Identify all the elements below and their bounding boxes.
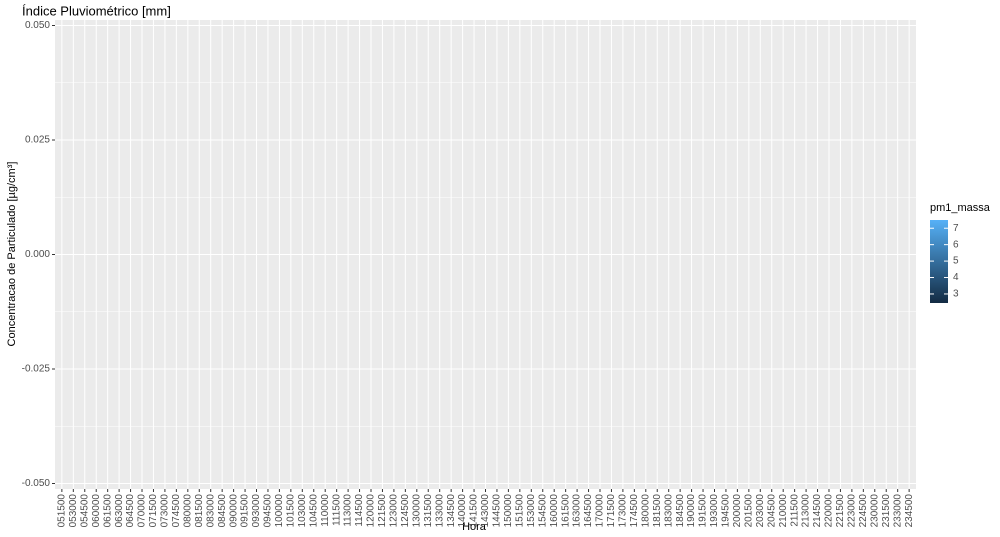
x-tick-label: 101500: [285, 494, 296, 528]
x-tick-label: 094500: [263, 494, 274, 528]
x-tick-label: 074500: [171, 494, 182, 528]
x-tick-label: 140000: [457, 494, 468, 528]
x-tick-label: 214500: [812, 494, 823, 528]
x-tick-label: 061500: [102, 494, 113, 528]
x-tick-label: 224500: [858, 494, 869, 528]
x-tick-label: 194500: [721, 494, 732, 528]
x-tick-label: 181500: [652, 494, 663, 528]
x-tick-label: 160000: [549, 494, 560, 528]
x-tick-label: 093000: [251, 494, 262, 528]
x-tick-label: 163000: [572, 494, 583, 528]
x-tick-label: 174500: [629, 494, 640, 528]
x-tick-label: 154500: [537, 494, 548, 528]
x-tick-label: 221500: [835, 494, 846, 528]
x-tick-label: 144500: [492, 494, 503, 528]
x-tick-label: 090000: [228, 494, 239, 528]
x-tick-label: 161500: [560, 494, 571, 528]
y-tick-label: 0.000: [25, 249, 50, 260]
x-tick-label: 081500: [194, 494, 205, 528]
x-axis-title: Hora: [462, 521, 487, 533]
legend-tick-label: 5: [953, 256, 959, 267]
x-tick-label: 220000: [824, 494, 835, 528]
x-tick-label: 234500: [904, 494, 915, 528]
x-tick-label: 131500: [423, 494, 434, 528]
x-tick-label: 120000: [366, 494, 377, 528]
x-tick-label: 230000: [869, 494, 880, 528]
chart-title: Índice Pluviométrico [mm]: [22, 3, 171, 18]
x-tick-label: 150000: [503, 494, 514, 528]
x-tick-label: 054500: [79, 494, 90, 528]
y-tick-label: 0.050: [25, 20, 50, 31]
y-tick-label: 0.025: [25, 135, 50, 146]
x-tick-label: 153000: [526, 494, 537, 528]
x-tick-label: 223000: [847, 494, 858, 528]
x-tick-label: 180000: [640, 494, 651, 528]
x-tick-label: 103000: [297, 494, 308, 528]
x-tick-label: 143000: [480, 494, 491, 528]
x-tick-label: 073000: [160, 494, 171, 528]
y-tick-label: -0.050: [22, 478, 51, 489]
x-tick-label: 071500: [148, 494, 159, 528]
x-tick-label: 203000: [755, 494, 766, 528]
x-tick-label: 124500: [400, 494, 411, 528]
x-tick-label: 210000: [778, 494, 789, 528]
x-tick-label: 111500: [331, 494, 342, 526]
x-tick-label: 191500: [698, 494, 709, 528]
x-tick-label: 080000: [182, 494, 193, 528]
x-tick-label: 200000: [732, 494, 743, 528]
x-tick-label: 110000: [320, 494, 331, 527]
x-tick-label: 173000: [618, 494, 629, 528]
x-tick-label: 201500: [743, 494, 754, 528]
x-tick-label: 104500: [308, 494, 319, 528]
y-tick-label: -0.025: [22, 364, 51, 375]
x-tick-label: 171500: [606, 494, 617, 528]
x-tick-label: 231500: [881, 494, 892, 528]
x-tick-label: 190000: [686, 494, 697, 528]
x-tick-label: 193000: [709, 494, 720, 528]
x-tick-label: 091500: [240, 494, 251, 528]
x-tick-label: 141500: [469, 494, 480, 528]
legend-tick-label: 6: [953, 239, 959, 250]
x-tick-label: 164500: [583, 494, 594, 528]
x-tick-label: 100000: [274, 494, 285, 528]
legend-title: pm1_massa: [930, 202, 991, 214]
colorbar: [930, 220, 948, 303]
x-tick-label: 064500: [125, 494, 136, 528]
y-axis-title: Concentracao de Particulado [µg/cm³]: [6, 162, 18, 347]
x-tick-label: 114500: [354, 494, 365, 527]
x-tick-label: 233000: [892, 494, 903, 528]
x-tick-label: 133000: [434, 494, 445, 528]
x-tick-label: 184500: [675, 494, 686, 528]
legend-tick-label: 3: [953, 289, 959, 300]
legend-tick-label: 4: [953, 272, 959, 283]
x-tick-label: 083000: [205, 494, 216, 528]
x-tick-label: 070000: [137, 494, 148, 528]
x-tick-label: 113000: [343, 494, 354, 527]
x-tick-label: 063000: [114, 494, 125, 528]
x-tick-label: 084500: [217, 494, 228, 528]
x-tick-label: 204500: [766, 494, 777, 528]
x-tick-label: 051500: [57, 494, 68, 528]
x-tick-label: 151500: [514, 494, 525, 528]
x-tick-label: 211500: [789, 494, 800, 527]
x-tick-label: 060000: [91, 494, 102, 528]
x-tick-label: 130000: [411, 494, 422, 528]
x-tick-label: 170000: [595, 494, 606, 528]
x-tick-label: 183000: [663, 494, 674, 528]
x-tick-label: 134500: [446, 494, 457, 528]
x-tick-label: 121500: [377, 494, 388, 528]
x-tick-label: 123000: [389, 494, 400, 528]
x-tick-label: 213000: [801, 494, 812, 528]
x-tick-label: 053000: [68, 494, 79, 528]
legend-tick-label: 7: [953, 223, 959, 234]
